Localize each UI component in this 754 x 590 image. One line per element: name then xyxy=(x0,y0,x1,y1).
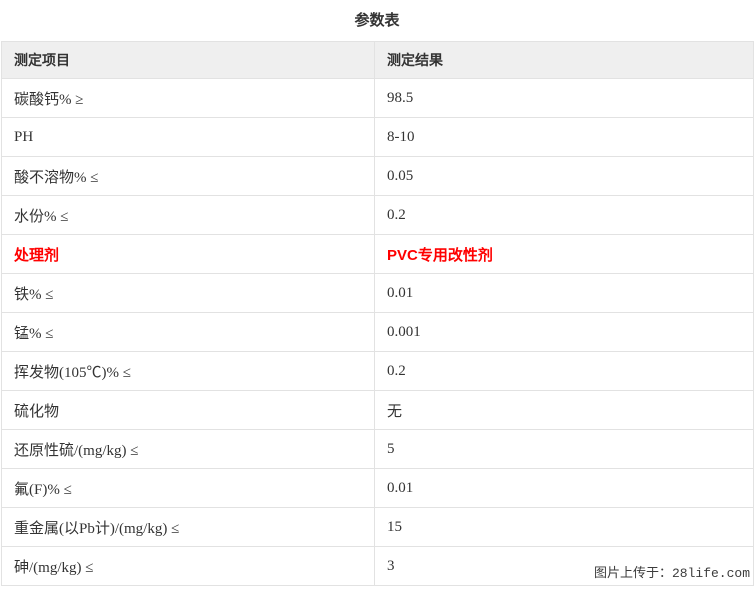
cell-item: 还原性硫/(mg/kg) ≤ xyxy=(1,429,375,469)
cell-item: 重金属(以Pb计)/(mg/kg) ≤ xyxy=(1,507,375,547)
cell-result: 98.5 xyxy=(374,78,754,118)
cell-item: PH xyxy=(1,117,375,157)
cell-result: PVC专用改性剂 xyxy=(374,234,754,274)
cell-result: 8-10 xyxy=(374,117,754,157)
header-cell-item: 测定项目 xyxy=(1,41,375,79)
table-row: 挥发物(105℃)% ≤ 0.2 xyxy=(1,351,754,391)
table-row: PH 8-10 xyxy=(1,117,754,157)
parameters-table: 测定项目 测定结果 碳酸钙% ≥ 98.5 PH 8-10 酸不溶物% ≤ 0.… xyxy=(1,41,754,586)
table-row: 碳酸钙% ≥ 98.5 xyxy=(1,78,754,118)
cell-item: 碳酸钙% ≥ xyxy=(1,78,375,118)
table-row: 硫化物 无 xyxy=(1,390,754,430)
table-row: 水份% ≤ 0.2 xyxy=(1,195,754,235)
cell-result: 0.05 xyxy=(374,156,754,196)
table-row: 还原性硫/(mg/kg) ≤ 5 xyxy=(1,429,754,469)
page-title: 参数表 xyxy=(354,12,400,29)
table-row: 砷/(mg/kg) ≤ 3 xyxy=(1,546,754,586)
cell-item: 砷/(mg/kg) ≤ xyxy=(1,546,375,586)
cell-result: 5 xyxy=(374,429,754,469)
cell-result: 0.01 xyxy=(374,468,754,508)
cell-item: 氟(F)% ≤ xyxy=(1,468,375,508)
cell-result: 0.2 xyxy=(374,195,754,235)
cell-result: 15 xyxy=(374,507,754,547)
cell-result: 无 xyxy=(374,390,754,430)
table-row-highlighted: 处理剂 PVC专用改性剂 xyxy=(1,234,754,274)
cell-result: 0.2 xyxy=(374,351,754,391)
table-row: 氟(F)% ≤ 0.01 xyxy=(1,468,754,508)
table-row: 锰% ≤ 0.001 xyxy=(1,312,754,352)
watermark: 图片上传于：28life.com xyxy=(589,562,750,581)
table-row: 酸不溶物% ≤ 0.05 xyxy=(1,156,754,196)
table-row: 铁% ≤ 0.01 xyxy=(1,273,754,313)
cell-item: 锰% ≤ xyxy=(1,312,375,352)
cell-item: 挥发物(105℃)% ≤ xyxy=(1,351,375,391)
table-row: 重金属(以Pb计)/(mg/kg) ≤ 15 xyxy=(1,507,754,547)
cell-item: 酸不溶物% ≤ xyxy=(1,156,375,196)
cell-item: 铁% ≤ xyxy=(1,273,375,313)
cell-item: 水份% ≤ xyxy=(1,195,375,235)
header-cell-result: 测定结果 xyxy=(374,41,754,79)
cell-item: 处理剂 xyxy=(1,234,375,274)
cell-item: 硫化物 xyxy=(1,390,375,430)
cell-result: 0.001 xyxy=(374,312,754,352)
table-header-row: 测定项目 测定结果 xyxy=(1,41,754,79)
cell-result: 0.01 xyxy=(374,273,754,313)
